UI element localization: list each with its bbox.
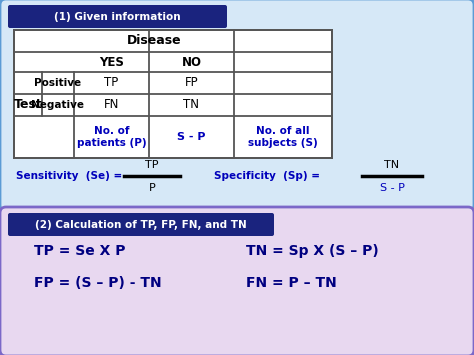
FancyBboxPatch shape [0, 207, 474, 355]
Text: TN: TN [384, 160, 400, 170]
Text: (1) Given information: (1) Given information [54, 11, 181, 22]
FancyBboxPatch shape [8, 5, 227, 28]
FancyBboxPatch shape [0, 0, 474, 211]
Text: Sensitivity  (Se) =: Sensitivity (Se) = [16, 171, 122, 181]
Text: No. of
patients (P): No. of patients (P) [77, 126, 146, 148]
Text: Disease: Disease [127, 34, 182, 48]
Text: Test: Test [14, 98, 42, 111]
Text: S - P: S - P [177, 132, 206, 142]
Text: S - P: S - P [380, 183, 404, 193]
FancyBboxPatch shape [8, 213, 274, 236]
Text: TN: TN [183, 98, 200, 111]
Text: TP: TP [104, 76, 118, 89]
Text: No. of all
subjects (S): No. of all subjects (S) [248, 126, 318, 148]
Text: P: P [149, 183, 155, 193]
Text: Positive: Positive [35, 78, 82, 88]
Text: FP = (S – P) - TN: FP = (S – P) - TN [34, 276, 162, 290]
Text: Negative: Negative [31, 100, 84, 110]
Text: (2) Calculation of TP, FP, FN, and TN: (2) Calculation of TP, FP, FN, and TN [35, 219, 247, 229]
Text: TP: TP [145, 160, 159, 170]
Text: FN: FN [104, 98, 119, 111]
Text: YES: YES [99, 55, 124, 69]
Text: FP: FP [185, 76, 198, 89]
Text: TP = Se X P: TP = Se X P [34, 244, 126, 258]
Text: NO: NO [182, 55, 201, 69]
Bar [14, 30, 332, 158]
Text: FN = P – TN: FN = P – TN [246, 276, 337, 290]
Text: TN = Sp X (S – P): TN = Sp X (S – P) [246, 244, 379, 258]
Text: Specificity  (Sp) =: Specificity (Sp) = [214, 171, 320, 181]
